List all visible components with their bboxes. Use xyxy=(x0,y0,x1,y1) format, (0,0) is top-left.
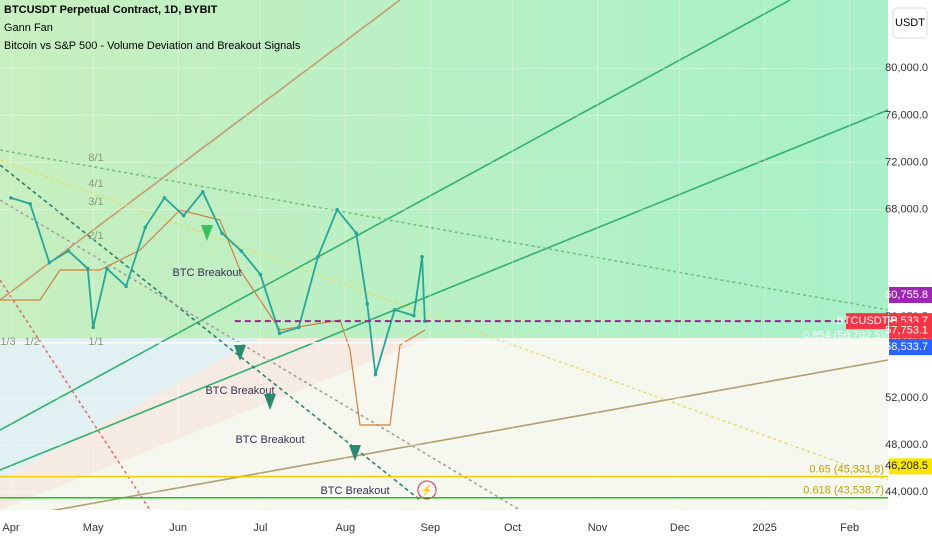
gann-label: 2/1 xyxy=(88,230,103,242)
annotation: BTC Breakout xyxy=(320,485,389,497)
signal-marker xyxy=(201,225,213,241)
y-tick-label: 76,000.0 xyxy=(885,109,928,121)
symbol-tag xyxy=(846,313,888,330)
time-axis xyxy=(0,510,888,550)
fan-zone xyxy=(0,338,430,510)
fan-line xyxy=(0,164,421,501)
price-tag xyxy=(889,322,932,339)
price-point xyxy=(105,266,109,271)
gann-label: 1/2 xyxy=(24,336,39,348)
price-line xyxy=(10,190,426,375)
price-point xyxy=(277,331,282,336)
indicator-name: Bitcoin vs S&P 500 - Volume Deviation an… xyxy=(4,40,301,52)
price-point xyxy=(420,254,424,259)
price-point xyxy=(9,196,13,200)
gann-label: 1/3 xyxy=(0,336,15,348)
fan-line xyxy=(0,0,791,431)
fan-line xyxy=(0,199,521,511)
x-tick-label: 2025 xyxy=(752,522,776,534)
x-tick-label: Nov xyxy=(588,522,608,534)
y-tick-label: 72,000.0 xyxy=(885,156,928,168)
price-tag xyxy=(889,286,932,303)
price-point xyxy=(392,307,397,312)
x-tick-label: Dec xyxy=(670,522,690,534)
price-point xyxy=(28,201,32,206)
x-tick-label: May xyxy=(83,522,104,534)
chart-title: BTCUSDT Perpetual Contract, 1D, BYBIT xyxy=(4,4,218,16)
gann-label: 4/1 xyxy=(88,178,103,190)
price-point xyxy=(47,260,52,265)
gann-label: 3/1 xyxy=(88,196,103,208)
price-point xyxy=(412,313,416,318)
y-tick-label: 44,000.0 xyxy=(885,486,928,498)
subtitle: Gann Fan xyxy=(4,22,53,34)
price-point xyxy=(316,254,320,259)
price-tag-label: 57,753.1 xyxy=(885,324,928,336)
event-icon-glyph: ⚡ xyxy=(420,484,434,497)
gann-label: 1/1 xyxy=(88,336,103,348)
x-tick-label: Oct xyxy=(504,522,521,534)
event-icon[interactable] xyxy=(417,480,437,500)
price-point xyxy=(181,213,186,218)
price-point xyxy=(143,225,148,230)
price-point xyxy=(335,207,339,212)
price-point xyxy=(258,272,263,277)
price-tag-label: 58,533.7 xyxy=(885,341,928,353)
price-point xyxy=(85,266,90,271)
x-tick-label: Jul xyxy=(253,522,267,534)
y-tick-label: 68,000.0 xyxy=(885,204,928,216)
price-point xyxy=(373,372,378,377)
indicator-line xyxy=(0,209,426,426)
signal-marker xyxy=(234,345,246,361)
price-point xyxy=(365,302,370,306)
fib-label: 0.618 (43,538.7) xyxy=(803,485,884,497)
fan-line xyxy=(0,359,889,521)
price-point xyxy=(201,190,205,194)
currency: USDT xyxy=(895,17,925,29)
x-tick-label: Feb xyxy=(840,522,859,534)
x-tick-label: Jun xyxy=(169,522,187,534)
y-tick-label: 80,000.0 xyxy=(885,62,928,74)
signal-marker xyxy=(264,394,276,410)
price-point xyxy=(239,249,243,253)
price-point xyxy=(124,284,128,289)
price-tag-label: 46,208.5 xyxy=(885,460,928,472)
fan-line xyxy=(0,279,151,511)
x-tick-label: Sep xyxy=(421,522,441,534)
price-tag xyxy=(889,339,932,356)
currency-button[interactable] xyxy=(892,7,928,39)
annotation: BTC Breakout xyxy=(205,385,274,397)
price-tag xyxy=(889,458,932,475)
gann-label: 8/1 xyxy=(88,152,103,164)
annotation: BTC Breakout xyxy=(172,267,241,279)
price-point xyxy=(66,249,71,253)
fan-line xyxy=(0,149,889,311)
price-point xyxy=(91,325,95,330)
price-tag-label: 60,755.8 xyxy=(885,289,928,301)
fib-label: 0.854 (56,702.5) xyxy=(803,330,884,342)
y-tick-label: 52,000.0 xyxy=(885,392,928,404)
x-tick-label: Apr xyxy=(2,522,19,534)
fib-label: 0.65 (45,331.8) xyxy=(809,464,884,476)
gann-fan xyxy=(0,0,889,521)
symbol-tag-label: BTCUSDT.P xyxy=(836,315,897,327)
price-point xyxy=(296,325,301,330)
signal-marker xyxy=(349,445,361,461)
price-point xyxy=(162,196,167,200)
x-tick-label: Aug xyxy=(336,522,356,534)
fan-zone xyxy=(0,0,888,338)
y-tick-label: 48,000.0 xyxy=(885,439,928,451)
fan-line xyxy=(0,109,889,471)
price-point xyxy=(354,231,359,236)
fan-line xyxy=(0,159,889,481)
fan-line xyxy=(0,0,401,301)
annotation: BTC Breakout xyxy=(235,434,304,446)
price-point xyxy=(220,231,224,236)
